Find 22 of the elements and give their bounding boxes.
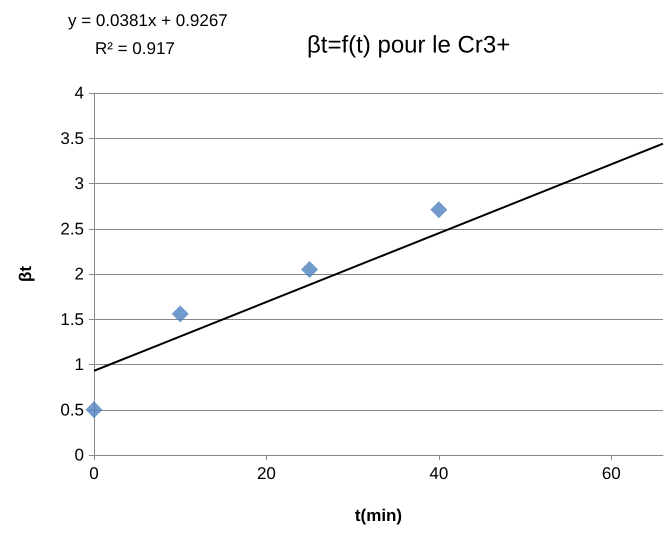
y-tick-label: 0 xyxy=(74,446,84,464)
x-tick-label: 20 xyxy=(256,464,276,483)
point xyxy=(172,305,189,322)
y-tick-label: 2.5 xyxy=(60,219,84,238)
y-tick-label: 0.5 xyxy=(60,400,84,420)
point xyxy=(86,401,102,418)
y-tick-label: 1.5 xyxy=(60,310,84,329)
y-axis-title: βt xyxy=(16,266,35,282)
text: y = 0.0381x + 0.9267 xyxy=(68,11,228,30)
x-tick-label: 0 xyxy=(89,464,99,483)
point xyxy=(430,201,448,218)
point xyxy=(301,260,318,278)
x-axis-title: t(min) xyxy=(354,506,402,525)
y-tick-label: 4 xyxy=(74,84,84,102)
x-tick-label: 60 xyxy=(602,464,621,483)
y-tick-label: 3.5 xyxy=(60,128,84,148)
y-tick-label: 3 xyxy=(74,174,84,193)
text: R² = 0.917 xyxy=(95,39,175,58)
x-tick-label: 40 xyxy=(429,464,448,483)
y-tick-label: 1 xyxy=(74,355,84,374)
chart-title: βt=f(t) pour le Cr3+ xyxy=(307,32,510,58)
y-tick-label: 2 xyxy=(74,264,84,284)
